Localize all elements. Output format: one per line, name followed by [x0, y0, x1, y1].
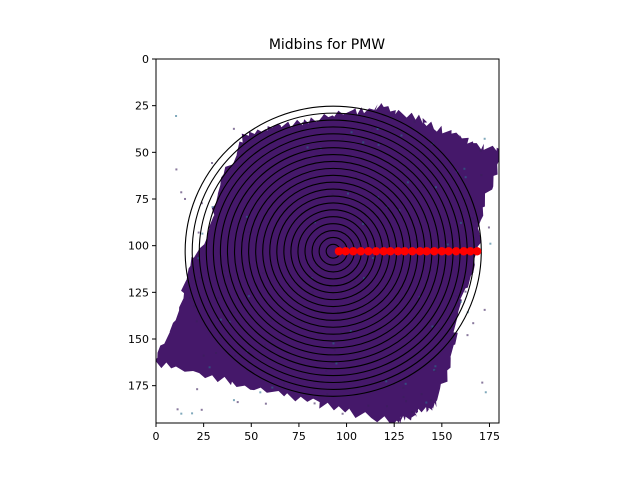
- y-tick-label: 50: [135, 146, 149, 159]
- x-tick-label: 175: [479, 430, 500, 443]
- x-tick-label: 125: [384, 430, 405, 443]
- data-point: [364, 247, 373, 256]
- midbin-markers: [334, 247, 482, 256]
- x-tick-label: 75: [292, 430, 306, 443]
- data-point: [459, 247, 468, 256]
- x-tick-label: 150: [431, 430, 452, 443]
- data-point: [393, 247, 403, 256]
- y-tick-label: 0: [142, 53, 149, 66]
- y-tick-label: 125: [128, 286, 149, 299]
- data-point: [437, 247, 447, 256]
- data-point: [334, 247, 344, 256]
- data-point: [386, 247, 395, 256]
- data-point: [356, 247, 366, 256]
- x-tick-label: 100: [336, 430, 357, 443]
- y-tick-label: 175: [128, 380, 149, 393]
- x-tick-label: 50: [244, 430, 258, 443]
- x-tick-label: 0: [153, 430, 160, 443]
- data-point: [444, 247, 453, 256]
- data-point: [341, 247, 350, 256]
- data-point: [466, 247, 475, 256]
- data-point: [408, 247, 417, 256]
- axes-frame: [155, 58, 500, 424]
- y-tick-label: 100: [128, 240, 149, 253]
- data-point: [422, 247, 431, 256]
- y-tick-label: 25: [135, 100, 149, 113]
- y-tick-label: 150: [128, 333, 149, 346]
- data-point: [400, 247, 409, 256]
- data-point: [451, 247, 461, 256]
- data-point: [349, 247, 358, 256]
- data-point: [379, 247, 388, 256]
- data-point: [430, 247, 439, 256]
- y-tick-label: 75: [135, 193, 149, 206]
- data-point: [472, 247, 482, 256]
- chart-title: Midbins for PMW: [269, 37, 385, 53]
- data-point: [415, 247, 425, 256]
- x-tick-label: 25: [197, 430, 211, 443]
- plot-area: 0 25 50 75 100 125 150 175 0 25 50 75 100 125 150 175: [128, 53, 500, 443]
- plot-content: [156, 103, 499, 423]
- data-point: [371, 247, 381, 256]
